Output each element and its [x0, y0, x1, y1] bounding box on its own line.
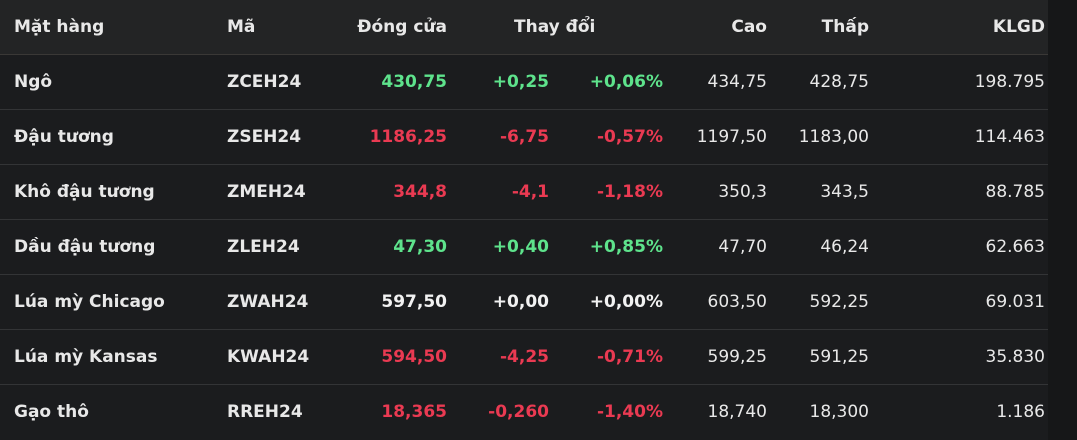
cell-change: -4,25	[500, 347, 549, 367]
cell-pct: +0,00%	[589, 292, 663, 312]
cell-low: 343,5	[820, 182, 869, 202]
cell-close: 47,30	[393, 237, 447, 257]
cell-code: RREH24	[227, 402, 303, 422]
header-change[interactable]: Thay đổi	[514, 17, 596, 37]
cell-code: KWAH24	[227, 347, 310, 367]
cell-change: +0,40	[492, 237, 549, 257]
cell-code: ZSEH24	[227, 127, 302, 147]
cell-change: +0,25	[492, 72, 549, 92]
cell-low: 1183,00	[798, 127, 869, 147]
table-header: Mặt hàng Mã Đóng cửa Thay đổi Cao Thấp K…	[0, 0, 1048, 55]
cell-change: +0,00	[492, 292, 549, 312]
cell-change: -0,260	[488, 402, 549, 422]
header-low[interactable]: Thấp	[821, 17, 869, 37]
cell-close: 344,8	[393, 182, 447, 202]
cell-high: 47,70	[718, 237, 767, 257]
cell-code: ZWAH24	[227, 292, 309, 312]
commodity-price-table: Mặt hàng Mã Đóng cửa Thay đổi Cao Thấp K…	[0, 0, 1048, 440]
cell-pct: -0,71%	[596, 347, 663, 367]
cell-low: 592,25	[809, 292, 869, 312]
header-volume[interactable]: KLGD	[992, 17, 1045, 37]
table-row[interactable]: Đậu tương ZSEH24 1186,25 -6,75 -0,57% 1197,50…	[0, 110, 1048, 165]
header-code[interactable]: Mã	[227, 17, 256, 37]
cell-change: -6,75	[500, 127, 549, 147]
cell-volume: 88.785	[985, 182, 1045, 202]
table-row[interactable]: Ngô ZCEH24 430,75 +0,25 +0,06% 434,75 428,75 19…	[0, 55, 1048, 110]
table-row[interactable]: Khô đậu tương ZMEH24 344,8 -4,1 -1,18% 350,3 3…	[0, 165, 1048, 220]
table-row[interactable]: Gạo thô RREH24 18,365 -0,260 -1,40% 18,740 18,…	[0, 385, 1048, 440]
cell-close: 597,50	[381, 292, 447, 312]
cell-volume: 35.830	[985, 347, 1045, 367]
cell-close: 18,365	[381, 402, 447, 422]
cell-close: 1186,25	[369, 127, 447, 147]
cell-high: 18,740	[707, 402, 767, 422]
cell-low: 428,75	[809, 72, 869, 92]
header-close[interactable]: Đóng cửa	[357, 17, 447, 37]
cell-volume: 69.031	[985, 292, 1045, 312]
table-row[interactable]: Dầu đậu tương ZLEH24 47,30 +0,40 +0,85% 47,70…	[0, 220, 1048, 275]
cell-close: 430,75	[381, 72, 447, 92]
cell-change: -4,1	[511, 182, 549, 202]
cell-close: 594,50	[381, 347, 447, 367]
cell-high: 434,75	[707, 72, 767, 92]
cell-pct: -1,40%	[596, 402, 663, 422]
cell-pct: +0,85%	[589, 237, 663, 257]
table-row[interactable]: Lúa mỳ Kansas KWAH24 594,50 -4,25 -0,71% 599,…	[0, 330, 1048, 385]
cell-volume: 114.463	[974, 127, 1045, 147]
cell-low: 591,25	[809, 347, 869, 367]
cell-high: 1197,50	[696, 127, 767, 147]
cell-name: Đậu tương	[14, 127, 114, 147]
cell-volume: 62.663	[985, 237, 1045, 257]
cell-name: Dầu đậu tương	[14, 237, 156, 257]
header-high[interactable]: Cao	[731, 17, 767, 37]
cell-pct: -0,57%	[596, 127, 663, 147]
cell-name: Gạo thô	[14, 402, 89, 422]
cell-name: Lúa mỳ Kansas	[14, 347, 158, 367]
cell-code: ZLEH24	[227, 237, 300, 257]
cell-pct: +0,06%	[589, 72, 663, 92]
table-row[interactable]: Lúa mỳ Chicago ZWAH24 597,50 +0,00 +0,00% 603…	[0, 275, 1048, 330]
cell-name: Khô đậu tương	[14, 182, 155, 202]
cell-low: 46,24	[820, 237, 869, 257]
cell-volume: 198.795	[974, 72, 1045, 92]
cell-name: Lúa mỳ Chicago	[14, 292, 165, 312]
cell-high: 350,3	[718, 182, 767, 202]
header-name[interactable]: Mặt hàng	[14, 17, 105, 37]
cell-code: ZCEH24	[227, 72, 302, 92]
cell-name: Ngô	[14, 72, 53, 92]
cell-volume: 1.186	[996, 402, 1045, 422]
cell-high: 599,25	[707, 347, 767, 367]
cell-high: 603,50	[707, 292, 767, 312]
cell-code: ZMEH24	[227, 182, 306, 202]
cell-low: 18,300	[809, 402, 869, 422]
cell-pct: -1,18%	[596, 182, 663, 202]
